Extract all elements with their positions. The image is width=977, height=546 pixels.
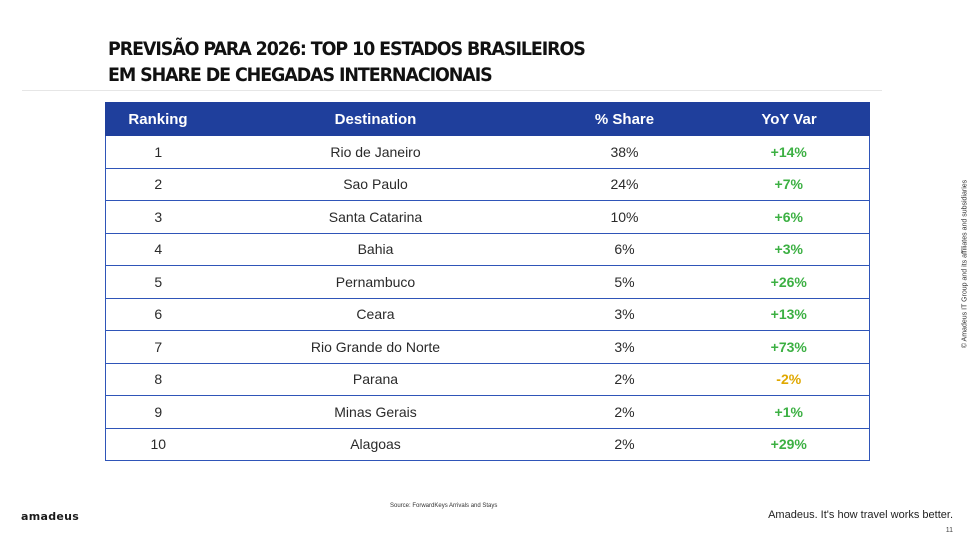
table-row: 4 Bahia 6% +3% [105,232,870,266]
cell-share: 24% [540,167,709,201]
copyright-notice: © Amadeus IT Group and its affiliates an… [961,179,969,349]
page-number: 11 [945,527,953,534]
table-row: 6 Ceara 3% +13% [105,297,870,331]
cell-destination: Alagoas [210,427,541,461]
table-row: 5 Pernambuco 5% +26% [105,265,870,299]
cell-destination: Santa Catarina [210,200,541,234]
cell-share: 3% [540,330,709,364]
cell-share: 2% [540,395,709,429]
cell-yoy-var: +73% [708,330,870,364]
table-row: 1 Rio de Janeiro 38% +14% [105,135,870,169]
cell-share: 3% [540,297,709,331]
cell-destination: Minas Gerais [210,395,541,429]
cell-ranking: 9 [105,395,211,429]
cell-ranking: 5 [105,265,211,299]
cell-ranking: 8 [105,362,211,396]
cell-yoy-var: +7% [708,167,870,201]
table-row: 7 Rio Grande do Norte 3% +73% [105,330,870,364]
cell-destination: Sao Paulo [210,167,541,201]
table-row: 10 Alagoas 2% +29% [105,427,870,461]
header-destination: Destination [210,102,541,136]
cell-destination: Pernambuco [210,265,541,299]
cell-yoy-var: +14% [708,135,870,169]
table-row: 8 Parana 2% -2% [105,362,870,396]
ranking-table: Ranking Destination % Share YoY Var 1 Rio… [105,102,870,461]
cell-ranking: 4 [105,232,211,266]
slide-title: PREVISÃO PARA 2026: TOP 10 ESTADOS BRASI… [108,36,586,88]
table-row: 9 Minas Gerais 2% +1% [105,395,870,429]
source-note: Source: ForwardKeys Arrivals and Stays [390,503,498,509]
cell-destination: Ceara [210,297,541,331]
table-header-row: Ranking Destination % Share YoY Var [105,102,870,136]
cell-share: 5% [540,265,709,299]
header-share: % Share [540,102,709,136]
cell-yoy-var: +26% [708,265,870,299]
cell-ranking: 2 [105,167,211,201]
cell-destination: Rio de Janeiro [210,135,541,169]
cell-share: 2% [540,362,709,396]
cell-yoy-var: +3% [708,232,870,266]
tagline: Amadeus. It's how travel works better. [768,509,953,521]
table-body: 1 Rio de Janeiro 38% +14% 2 Sao Paulo 24% +7% 3 S… [105,135,870,461]
cell-ranking: 1 [105,135,211,169]
cell-yoy-var: +6% [708,200,870,234]
table-row: 2 Sao Paulo 24% +7% [105,167,870,201]
header-yoy-var: YoY Var [708,102,870,136]
cell-ranking: 3 [105,200,211,234]
cell-ranking: 7 [105,330,211,364]
table-row: 3 Santa Catarina 10% +6% [105,200,870,234]
cell-share: 38% [540,135,709,169]
cell-yoy-var: +29% [708,427,870,461]
cell-ranking: 10 [105,427,211,461]
cell-ranking: 6 [105,297,211,331]
slide-title-line-1: PREVISÃO PARA 2026: TOP 10 ESTADOS BRASI… [108,38,586,60]
cell-yoy-var: -2% [708,362,870,396]
cell-yoy-var: +1% [708,395,870,429]
amadeus-logo: amadeus [21,510,80,523]
cell-yoy-var: +13% [708,297,870,331]
cell-destination: Parana [210,362,541,396]
cell-share: 2% [540,427,709,461]
cell-destination: Rio Grande do Norte [210,330,541,364]
cell-share: 6% [540,232,709,266]
slide-title-line-2: EM SHARE DE CHEGADAS INTERNACIONAIS [108,64,493,86]
cell-destination: Bahia [210,232,541,266]
cell-share: 10% [540,200,709,234]
header-ranking: Ranking [105,102,211,136]
title-divider [22,90,882,91]
